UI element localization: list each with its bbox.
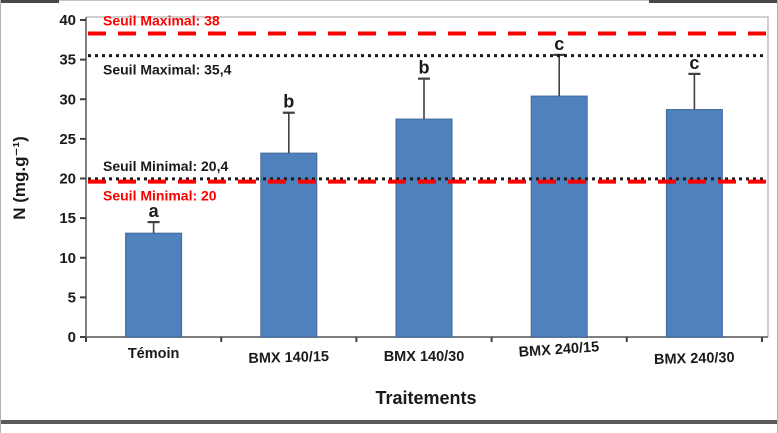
bar <box>125 232 183 338</box>
bar <box>665 109 723 338</box>
threshold-label: Seuil Maximal: 38 <box>103 12 220 28</box>
y-tick-label: 5 <box>68 289 76 306</box>
y-tick-label: 10 <box>59 250 76 267</box>
threshold-label: Seuil Minimal: 20 <box>103 188 217 204</box>
y-tick-label: 0 <box>68 329 76 346</box>
y-tick-label: 35 <box>59 52 76 69</box>
y-tick-label: 20 <box>59 171 76 188</box>
significance-letter: c <box>554 34 564 54</box>
x-category-label: BMX 240/15 <box>518 339 600 361</box>
page-top-border-right-segment <box>649 0 777 3</box>
significance-letter: a <box>149 201 160 221</box>
y-axis-title: N (mg.g⁻¹) <box>10 136 29 220</box>
y-tick-label: 25 <box>59 131 76 148</box>
threshold-label: Seuil Minimal: 20,4 <box>103 158 228 174</box>
page-bottom-border <box>1 420 777 424</box>
x-axis-title: Traitements <box>375 388 476 408</box>
y-tick-label: 30 <box>59 91 76 108</box>
x-category-label: BMX 140/30 <box>384 349 465 365</box>
bar <box>260 152 318 338</box>
x-category-label: BMX 140/15 <box>248 349 329 367</box>
bar <box>530 95 588 338</box>
threshold-label: Seuil Maximal: 35,4 <box>103 62 232 78</box>
significance-letter: c <box>689 53 699 73</box>
plot-area-border <box>86 16 769 337</box>
page-top-border <box>1 0 777 1</box>
bar <box>395 118 453 338</box>
y-tick-label: 40 <box>59 12 76 29</box>
significance-letter: b <box>283 92 294 112</box>
y-tick-label: 15 <box>59 210 76 227</box>
page-top-border-left-segment <box>1 0 59 3</box>
x-category-label: BMX 240/30 <box>654 350 735 368</box>
significance-letter: b <box>419 58 430 78</box>
x-category-label: Témoin <box>128 346 180 362</box>
